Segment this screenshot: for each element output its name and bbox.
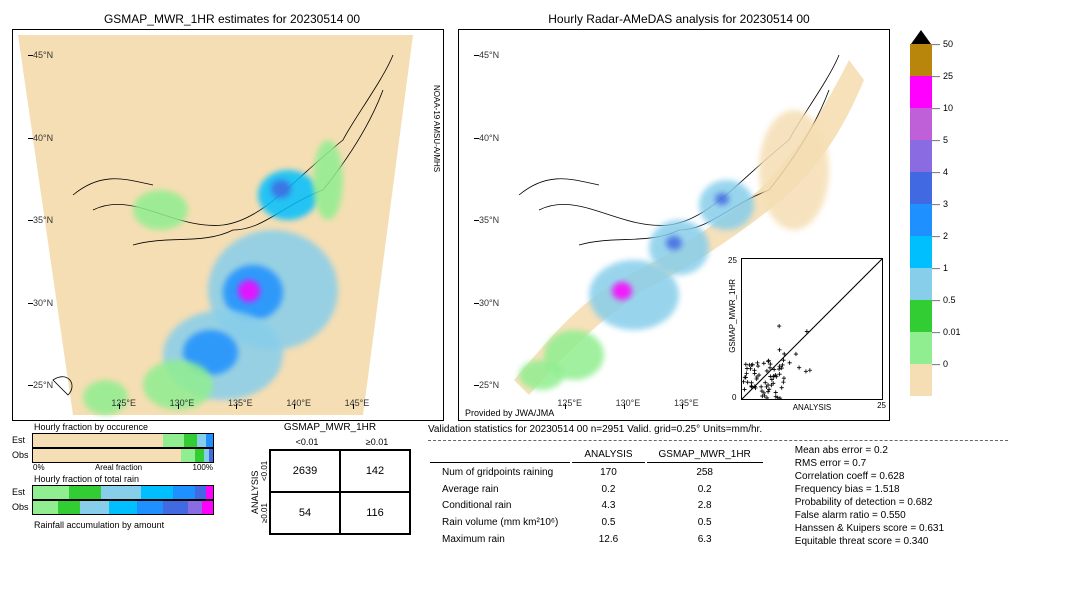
colorbar: 502510543210.50.010 [906,12,970,412]
validation-stats: Validation statistics for 20230514 00 n=… [428,424,1008,549]
scatter-inset: 0 25 25 ANALYSIS GSMAP_MWR_1HR [741,258,883,400]
ctab-c00: 2639 [270,450,340,492]
ctab-c01: 142 [340,450,410,492]
inset-ylabel: GSMAP_MWR_1HR [728,279,737,353]
ctab-c10: 54 [270,492,340,534]
radar-amedas-map: 45°N40°N35°N30°N25°N125°E130°E135°E 0 25… [458,29,890,421]
vstats-title: Validation statistics for 20230514 00 n=… [428,424,1008,435]
contingency-table: GSMAP_MWR_1HR <0.01 ≥0.01 ANALYSIS <0.01… [250,422,410,535]
gsmap-map: NOAA-19 AMSU-A/MHS 45°N40°N35°N30°N25°N1… [12,29,444,421]
fraction-block: Hourly fraction by occurence EstObs 0%Ar… [12,420,232,531]
scatter-svg [742,259,882,399]
frac-title-total: Hourly fraction of total rain [34,474,232,484]
map1-side-label: NOAA-19 AMSU-A/MHS [432,85,441,172]
ctab-c11: 116 [340,492,410,534]
frac-title-accum: Rainfall accumulation by amount [34,520,232,530]
frac-title-occ: Hourly fraction by occurence [34,422,232,432]
ctab-col1: ≥0.01 [342,435,412,449]
ctab-rowsrc: ANALYSIS [250,449,260,535]
validation-pairs: Mean abs error = 0.2RMS error = 0.7Corre… [795,445,944,549]
map2-attribution: Provided by JWA/JMA [465,408,554,418]
ctab-col0: <0.01 [272,435,342,449]
validation-table: ANALYSISGSMAP_MWR_1HR Num of gridpoints … [428,445,765,549]
inset-xlabel: ANALYSIS [742,403,882,412]
map2-title: Hourly Radar-AMeDAS analysis for 2023051… [458,12,900,26]
map1-title: GSMAP_MWR_1HR estimates for 20230514 00 [12,12,452,26]
ctab-title: GSMAP_MWR_1HR [250,422,410,433]
colorbar-arrow [911,30,931,44]
